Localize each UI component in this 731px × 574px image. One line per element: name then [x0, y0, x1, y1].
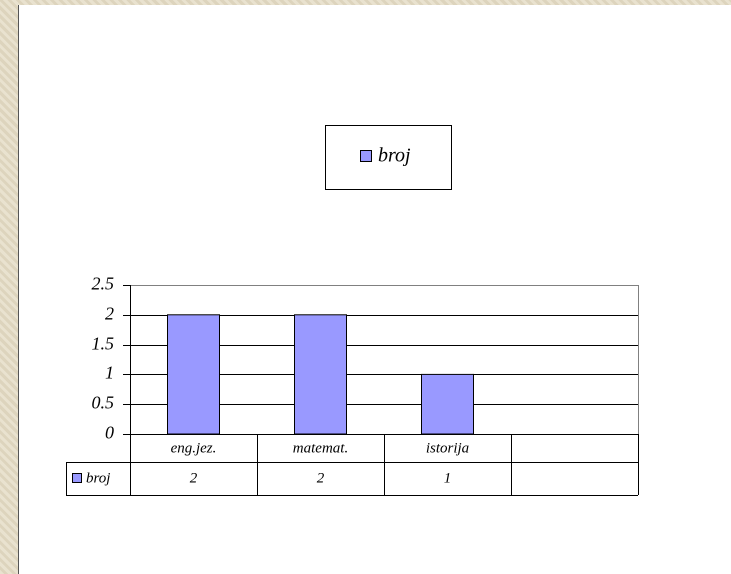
x-tick-label: istorija: [426, 440, 469, 456]
x-tick-label: matemat.: [293, 440, 348, 456]
x-tick-label: eng.jez.: [171, 440, 217, 456]
chart-area: [18, 5, 731, 574]
table-series-label: broj: [86, 470, 110, 486]
table-legend-swatch: [72, 473, 82, 483]
table-value: 2: [317, 470, 325, 486]
table-value: 2: [190, 470, 198, 486]
y-tick-label: 2.5: [92, 274, 115, 294]
y-tick-label: 0: [105, 423, 114, 443]
bar: [421, 373, 474, 435]
legend-box: [325, 125, 452, 190]
y-tick-label: 1.5: [92, 334, 115, 354]
bar: [167, 314, 220, 435]
bar: [294, 314, 347, 435]
table-value: 1: [444, 470, 452, 486]
y-tick-label: 0.5: [92, 393, 115, 413]
legend-label: broj: [378, 145, 411, 167]
y-tick-label: 2: [105, 304, 114, 324]
y-tick-label: 1: [105, 363, 114, 383]
legend-swatch: [360, 150, 372, 162]
